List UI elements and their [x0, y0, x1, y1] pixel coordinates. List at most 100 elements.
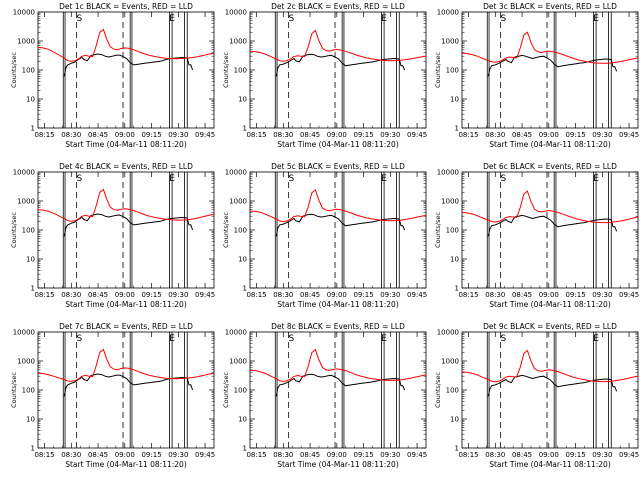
y-tick-label: 1000: [441, 358, 459, 366]
panel-title: Det 2c BLACK = Events, RED = LLD: [271, 2, 405, 11]
panel-title: Det 3c BLACK = Events, RED = LLD: [483, 2, 617, 11]
y-axis-label: Counts/sec: [222, 372, 230, 408]
series-line-events: [275, 373, 406, 397]
y-axis-label: Counts/sec: [434, 212, 442, 248]
x-tick-label: 08:45: [300, 131, 320, 139]
interval-letter-e: E: [593, 174, 599, 184]
detector-panel: Det 8c BLACK = Events, RED = LLD 1 10 100 10…: [222, 322, 427, 469]
y-axis-label: Counts/sec: [222, 212, 230, 248]
y-tick-label: 10000: [13, 329, 35, 337]
y-axis-label: Counts/sec: [10, 212, 18, 248]
x-tick-label: 09:00: [115, 291, 135, 299]
series-line-lld: [38, 28, 214, 62]
x-axis-label: Start Time (04-Mar-11 08:11:20): [489, 140, 611, 149]
x-tick-label: 09:30: [592, 291, 612, 299]
x-tick-label: 09:30: [592, 131, 612, 139]
x-tick-label: 08:30: [485, 131, 505, 139]
y-tick-label: 10000: [437, 9, 459, 17]
x-tick-label: 08:30: [61, 291, 81, 299]
y-tick-label: 10: [238, 96, 247, 104]
y-tick-label: 1: [243, 285, 247, 293]
series-line-events: [63, 373, 194, 397]
x-tick-label: 09:30: [380, 451, 400, 459]
x-tick-label: 08:15: [246, 291, 266, 299]
y-tick-label: 10: [26, 96, 35, 104]
y-tick-label: 1000: [441, 38, 459, 46]
x-tick-label: 09:30: [168, 451, 188, 459]
x-tick-label: 08:45: [88, 131, 108, 139]
panel-title: Det 7c BLACK = Events, RED = LLD: [59, 322, 193, 331]
x-tick-label: 09:45: [619, 291, 639, 299]
x-tick-label: 08:15: [246, 131, 266, 139]
x-tick-label: 09:45: [195, 451, 215, 459]
x-tick-label: 09:15: [141, 131, 161, 139]
detector-panel: Det 2c BLACK = Events, RED = LLD 1 10 100 10…: [222, 2, 427, 149]
x-tick-label: 09:45: [619, 451, 639, 459]
series-line-lld: [462, 31, 638, 64]
x-axis-label: Start Time (04-Mar-11 08:11:20): [65, 140, 187, 149]
detector-panel: Det 4c BLACK = Events, RED = LLD 1 10 100 10…: [10, 162, 215, 309]
x-tick-label: 08:15: [458, 131, 478, 139]
detector-panel: Det 5c BLACK = Events, RED = LLD 1 10 100 10…: [222, 162, 427, 309]
x-tick-label: 09:45: [195, 291, 215, 299]
x-tick-label: 09:30: [168, 131, 188, 139]
x-tick-label: 09:15: [353, 451, 373, 459]
x-tick-label: 09:00: [327, 451, 347, 459]
series-line-events: [275, 53, 406, 77]
x-tick-label: 08:30: [485, 291, 505, 299]
x-axis-label: Start Time (04-Mar-11 08:11:20): [65, 460, 187, 469]
y-axis-label: Counts/sec: [434, 52, 442, 88]
panel-title: Det 9c BLACK = Events, RED = LLD: [483, 322, 617, 331]
y-tick-label: 1: [243, 445, 247, 453]
x-tick-label: 09:00: [539, 131, 559, 139]
x-tick-label: 08:30: [485, 451, 505, 459]
interval-letter-e: E: [381, 174, 387, 184]
x-tick-label: 09:30: [592, 451, 612, 459]
y-tick-label: 1: [31, 445, 35, 453]
y-tick-label: 10: [450, 96, 459, 104]
y-axis-label: Counts/sec: [10, 52, 18, 88]
series-line-events: [63, 213, 194, 237]
y-tick-label: 100: [234, 387, 247, 395]
y-tick-label: 100: [234, 227, 247, 235]
x-tick-label: 08:15: [34, 291, 54, 299]
interval-letter-e: E: [381, 14, 387, 24]
detector-panel: Det 7c BLACK = Events, RED = LLD 1 10 100 10…: [10, 322, 215, 469]
y-tick-label: 1000: [17, 38, 35, 46]
x-tick-label: 09:15: [141, 451, 161, 459]
interval-letter-e: E: [593, 334, 599, 344]
y-tick-label: 10000: [225, 329, 247, 337]
y-tick-label: 10: [238, 256, 247, 264]
x-tick-label: 09:45: [195, 131, 215, 139]
y-tick-label: 100: [234, 67, 247, 75]
x-tick-label: 08:15: [34, 131, 54, 139]
y-tick-label: 10000: [437, 169, 459, 177]
x-tick-label: 08:45: [88, 451, 108, 459]
y-tick-label: 1: [455, 445, 459, 453]
x-tick-label: 08:15: [458, 451, 478, 459]
y-tick-label: 1: [243, 125, 247, 133]
y-tick-label: 100: [446, 227, 459, 235]
y-tick-label: 10: [26, 256, 35, 264]
interval-letter-e: E: [169, 14, 175, 24]
x-tick-label: 08:30: [61, 131, 81, 139]
x-tick-label: 09:45: [407, 291, 427, 299]
y-tick-label: 10: [238, 416, 247, 424]
x-tick-label: 08:15: [34, 451, 54, 459]
x-tick-label: 09:15: [565, 291, 585, 299]
x-tick-label: 09:15: [565, 451, 585, 459]
y-tick-label: 1000: [229, 38, 247, 46]
y-tick-label: 10: [26, 416, 35, 424]
detector-panel: Det 9c BLACK = Events, RED = LLD 1 10 100 10…: [434, 322, 639, 469]
series-line-events: [487, 374, 618, 397]
x-tick-label: 09:30: [168, 291, 188, 299]
x-axis-label: Start Time (04-Mar-11 08:11:20): [277, 460, 399, 469]
y-tick-label: 100: [22, 227, 35, 235]
y-tick-label: 1000: [17, 358, 35, 366]
x-tick-label: 09:00: [539, 451, 559, 459]
y-tick-label: 10: [450, 256, 459, 264]
x-tick-label: 09:00: [327, 291, 347, 299]
x-tick-label: 08:15: [458, 291, 478, 299]
